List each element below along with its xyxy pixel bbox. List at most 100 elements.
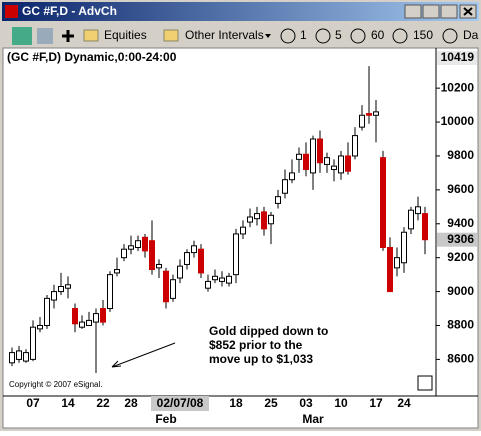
chart-title: (GC #F,D) Dynamic,0:00-24:00 <box>7 50 177 64</box>
y-tick-label: 9600 <box>447 182 474 196</box>
candle-body <box>184 252 190 265</box>
restore-button[interactable] <box>422 4 440 19</box>
candle-body <box>16 350 22 360</box>
candle-body <box>296 153 302 160</box>
price-marker-label: 9306 <box>447 232 474 246</box>
candle-body <box>191 245 197 254</box>
window-title: GC #F,D - AdvCh <box>22 4 117 18</box>
candle-body <box>65 284 71 289</box>
folder-icon <box>83 29 99 42</box>
dropdown-arrow[interactable] <box>265 34 271 38</box>
toolbar: Equities Other Intervals 1 5 60 150 Da <box>12 27 479 45</box>
y-tick-label: 8800 <box>447 318 474 332</box>
candle-body <box>79 321 85 328</box>
toolbar-item[interactable]: Da <box>463 28 479 42</box>
maximize-button[interactable] <box>440 4 458 19</box>
candle-body <box>51 291 57 301</box>
candle-body <box>107 274 113 310</box>
price-marker-label: 10419 <box>441 50 475 64</box>
candle-body <box>317 138 323 164</box>
candle-body <box>37 324 43 330</box>
candle-body <box>366 113 372 116</box>
candle-body <box>387 247 393 293</box>
x-tick-label: 22 <box>96 396 110 410</box>
candle-body <box>373 111 379 116</box>
y-tick-label: 9800 <box>447 148 474 162</box>
candle-body <box>226 275 232 284</box>
candle-body <box>422 213 428 241</box>
candle-body <box>219 277 225 282</box>
toolbar-item[interactable]: 1 <box>300 28 307 42</box>
candle-body <box>275 196 281 204</box>
y-tick-label: 9400 <box>447 216 474 230</box>
candle-body <box>23 352 29 362</box>
interval-icon <box>280 28 296 44</box>
candle-body <box>240 226 246 235</box>
y-tick-label: 9000 <box>447 284 474 298</box>
x-tick-label: 28 <box>124 396 138 410</box>
candle-body <box>128 245 134 250</box>
toolbar-icon[interactable] <box>12 27 32 45</box>
window-buttons <box>404 4 477 19</box>
candle-body <box>156 263 162 269</box>
interval-icon <box>442 28 458 44</box>
month-label: Mar <box>302 412 324 426</box>
toolbar-item[interactable]: 60 <box>371 28 385 42</box>
candle-body <box>149 240 155 271</box>
y-tick-label: 10200 <box>441 80 475 94</box>
toolbar-item[interactable]: 150 <box>413 28 433 42</box>
candle-body <box>247 216 253 223</box>
candle-body <box>233 233 239 276</box>
candle-body <box>254 213 260 220</box>
interval-icon <box>392 28 408 44</box>
interval-icon <box>350 28 366 44</box>
candle-body <box>212 275 218 281</box>
close-icon <box>463 7 473 16</box>
y-tick-label: 8600 <box>447 352 474 366</box>
candle-body <box>310 138 316 174</box>
candle-body <box>394 257 400 269</box>
candle-body <box>93 313 99 323</box>
candle-body <box>9 352 15 364</box>
toolbar-item[interactable]: Other Intervals <box>185 28 264 42</box>
candle-body <box>30 326 36 360</box>
price-marker <box>437 232 477 247</box>
candle-body <box>268 214 274 225</box>
annotation: move up to $1,033 <box>209 352 313 366</box>
candle-body <box>114 269 120 274</box>
x-tick-label: 24 <box>397 396 411 410</box>
y-tick-label: 10000 <box>441 114 475 128</box>
interval-icon <box>315 28 331 44</box>
candle-body <box>163 270 169 303</box>
candle-body <box>121 248 127 259</box>
candle-body <box>205 280 211 289</box>
candle-body <box>58 285 64 293</box>
chart-panel <box>2 47 479 429</box>
candle-body <box>261 211 267 230</box>
title-bar <box>2 2 479 21</box>
folder-icon <box>163 29 179 42</box>
x-tick-label: 10 <box>334 396 348 410</box>
minimize-button[interactable] <box>404 4 422 19</box>
toolbar-icon[interactable] <box>37 28 53 44</box>
scroll-button[interactable] <box>417 375 433 391</box>
copyright: Copyright © 2007 eSignal. <box>9 380 103 389</box>
candle-body <box>142 236 148 252</box>
candle-body <box>177 265 183 279</box>
candle-body <box>100 308 106 323</box>
candle-body <box>345 155 351 172</box>
candle-body <box>135 240 141 249</box>
candle-body <box>352 135 358 157</box>
toolbar-item[interactable]: Equities <box>104 28 147 42</box>
candle-body <box>380 157 386 249</box>
add-icon[interactable] <box>62 30 74 42</box>
candle-body <box>86 319 92 326</box>
app-icon <box>5 5 18 18</box>
candle-body <box>408 209 414 230</box>
candle-body <box>289 172 295 181</box>
candle-body <box>359 114 365 128</box>
x-tick-label: 25 <box>264 396 278 410</box>
toolbar-item[interactable]: 5 <box>335 28 342 42</box>
candle-body <box>331 165 337 171</box>
